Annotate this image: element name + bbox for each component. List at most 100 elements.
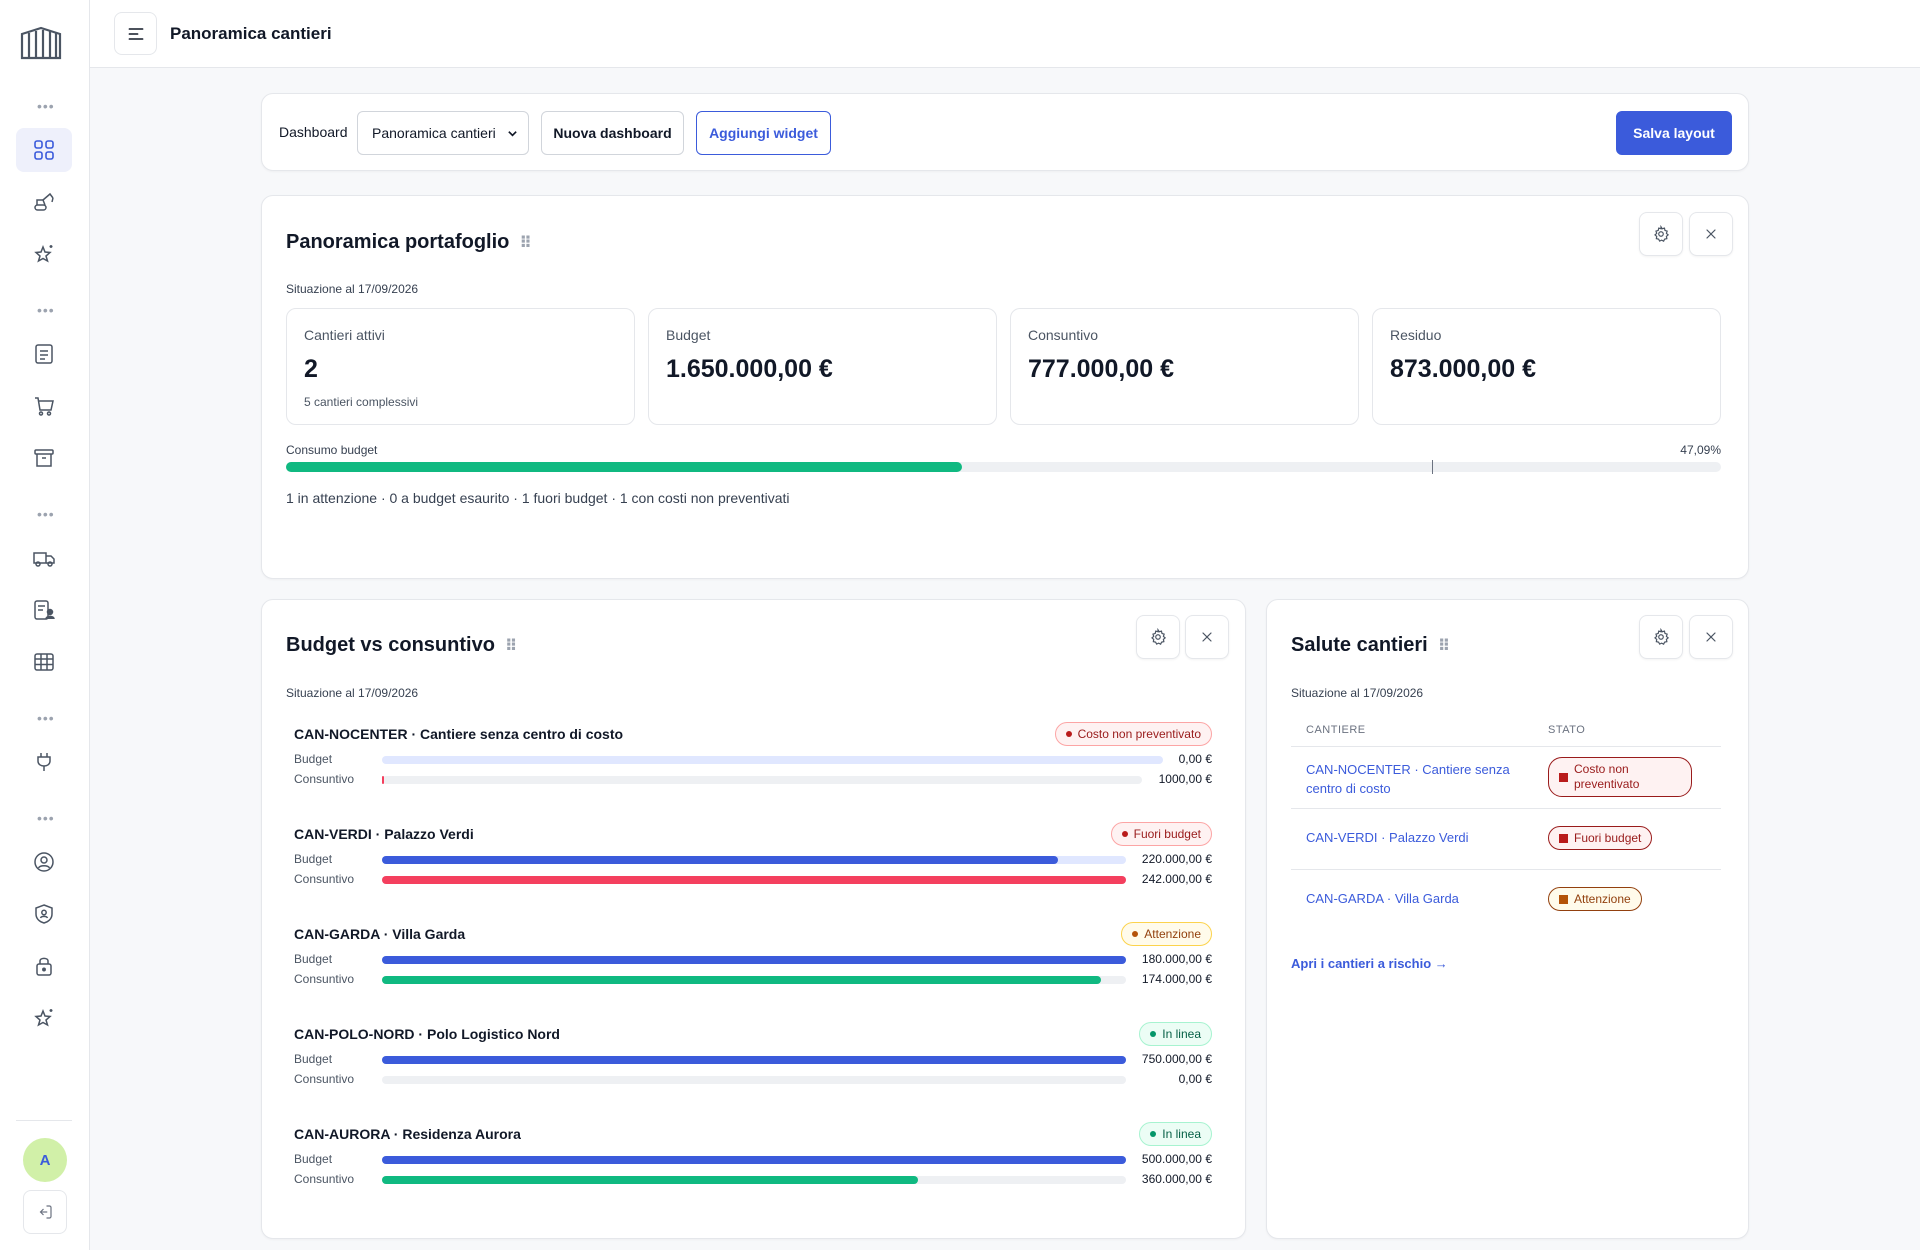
widget-settings-button[interactable] [1639,212,1683,256]
archive-box-icon [34,449,54,467]
bar-label: Consuntivo [294,1172,355,1186]
nav-personnel[interactable] [16,588,72,632]
status-dot-icon [1150,1031,1157,1037]
kpi-value: 2 [304,355,318,383]
widget-close-button[interactable] [1689,615,1733,659]
truck-icon [33,552,55,567]
status-dot-icon [1559,894,1568,904]
nav-purchases[interactable] [16,384,72,428]
project-name: CAN-NOCENTER · Cantiere senza centro di … [294,726,624,742]
widget-close-button[interactable] [1185,615,1229,659]
status-dot-icon [1065,731,1072,737]
dashboard-label: Dashboard [279,124,348,140]
drag-handle-icon[interactable]: ⠿ [504,637,518,655]
nav-dashboard[interactable] [16,128,72,172]
actual-bar-fill [382,876,1126,884]
project-name: CAN-AURORA · Residenza Aurora [294,1126,521,1142]
dashboard-select-value: Panoramica cantieri [372,125,496,141]
budget-bar-fill [382,956,1126,964]
budget-consumption-bar [286,460,1721,474]
status-badge: Fuori budget [1110,822,1212,846]
top-bar: Panoramica cantieri [90,0,1920,68]
dashboard-select[interactable]: Panoramica cantieri [357,111,529,155]
site-link[interactable]: CAN-VERDI · Palazzo Verdi [1306,828,1469,847]
nav-security[interactable] [16,892,72,936]
kpi-value: 777.000,00 € [1028,355,1174,383]
site-link-line: CAN-GARDA · Villa Garda [1306,891,1459,906]
gear-icon [1654,628,1670,646]
menu-toggle-button[interactable] [114,12,157,55]
kpi-note: 5 cantieri complessivi [304,395,419,409]
status-dot-icon [1132,931,1139,937]
portfolio-summary: 1 in attenzione · 0 a budget esaurito · … [286,490,790,506]
logout-button[interactable] [23,1190,67,1234]
budget-bar-fill [382,856,1059,864]
actual-bar-fill [382,776,385,784]
nav-permissions[interactable] [16,944,72,988]
site-link-line: CAN-NOCENTER · Cantiere senza [1306,762,1510,777]
nav-favorites[interactable] [16,232,72,276]
app-logo-icon[interactable] [19,20,63,64]
widget-close-button[interactable] [1689,212,1733,256]
actual-bar-fill [382,1176,918,1184]
bar-label: Consuntivo [294,772,355,786]
status-badge-label: Attenzione [1144,927,1201,941]
actual-value: 0,00 € [1178,1072,1212,1086]
status-badge-label: Attenzione [1574,892,1631,906]
budget-consumption-percent: 47,09% [1680,443,1721,457]
nav-archive[interactable] [16,436,72,480]
actual-bar-track [382,776,1142,784]
sidebar: ••• ••• ••• ••• ••• A [0,0,90,1250]
page-title: Panoramica cantieri [170,24,332,43]
table-icon [34,653,54,671]
status-badge-label: Fuori budget [1574,831,1642,845]
status-badge-label: In linea [1162,1127,1201,1141]
user-avatar[interactable]: A [23,1138,67,1182]
hamburger-icon [128,27,143,40]
bar-label: Consuntivo [294,972,355,986]
status-badge: In linea [1139,1122,1212,1146]
nav-tables[interactable] [16,640,72,684]
kpi-card-active-sites: Cantieri attivi 2 5 cantieri complessivi [286,308,635,425]
close-icon [1202,632,1212,642]
budget-bar-track [382,1156,1126,1164]
budget-bar-track [382,756,1163,764]
nav-vehicles[interactable] [16,536,72,580]
widget-settings-button[interactable] [1639,615,1683,659]
nav-featured[interactable] [16,996,72,1040]
actual-bar-track [382,1176,1126,1184]
open-at-risk-sites-link[interactable]: Apri i cantieri a rischio → [1291,956,1448,971]
project-row: CAN-NOCENTER · Cantiere senza centro di … [294,722,1212,826]
chevron-down-icon [508,130,517,137]
site-link[interactable]: CAN-NOCENTER · Cantiere senza centro di … [1306,760,1510,798]
nav-profile[interactable] [16,840,72,884]
nav-construction-sites[interactable] [16,180,72,224]
widget-settings-button[interactable] [1136,615,1180,659]
star-sparkle-icon [34,244,53,263]
column-header-site: CANTIERE [1306,724,1366,736]
status-badge-line: Costo non [1574,762,1629,776]
as-of-date: Situazione al 17/09/2026 [1291,686,1424,700]
new-dashboard-button[interactable]: Nuova dashboard [541,111,684,155]
status-badge: Attenzione [1548,887,1642,911]
close-icon [1706,229,1716,239]
drag-handle-icon[interactable]: ⠿ [1437,637,1451,655]
nav-integrations[interactable] [16,740,72,784]
drag-handle-icon[interactable]: ⠿ [519,234,532,252]
cart-icon [35,397,54,416]
close-icon [1706,632,1716,642]
user-circle-icon [34,852,54,872]
bar-label: Budget [294,952,333,966]
project-row: CAN-GARDA · Villa Garda Attenzione Budge… [294,922,1212,1026]
save-layout-button[interactable]: Salva layout [1616,111,1732,155]
status-badge: Costo non preventivato [1054,722,1212,746]
add-widget-button[interactable]: Aggiungi widget [696,111,831,155]
table-divider [1291,869,1721,870]
actual-bar-fill [382,976,1102,984]
bar-label: Consuntivo [294,872,355,886]
kpi-label: Residuo [1390,327,1442,343]
site-link[interactable]: CAN-GARDA · Villa Garda [1306,889,1459,908]
gear-icon [1151,628,1167,646]
nav-documents[interactable] [16,332,72,376]
project-row: CAN-VERDI · Palazzo Verdi Fuori budget B… [294,822,1212,926]
